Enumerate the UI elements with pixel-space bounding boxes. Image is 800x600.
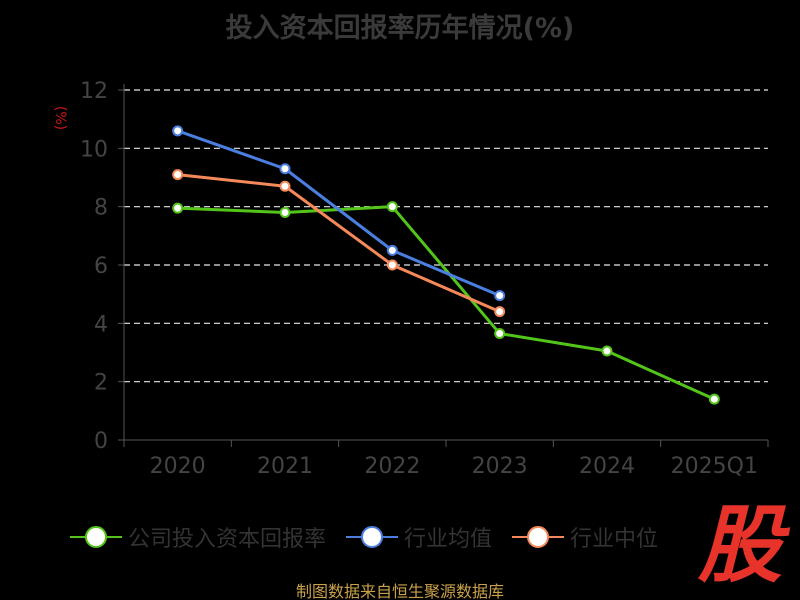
legend-item-industry-median[interactable]: 行业中位 bbox=[512, 521, 658, 553]
legend-swatch bbox=[512, 525, 565, 549]
chart-title: 投入资本回报率历年情况(%) bbox=[225, 13, 575, 44]
x-tick-label: 2021 bbox=[257, 454, 313, 479]
data-point-2 bbox=[172, 169, 184, 181]
data-point-0 bbox=[279, 207, 291, 218]
data-point-2 bbox=[386, 259, 398, 271]
data-point-1 bbox=[279, 163, 291, 175]
data-source-note: 制图数据来自恒生聚源数据库 bbox=[295, 582, 504, 600]
legend-item-industry-avg[interactable]: 行业均值 bbox=[346, 521, 492, 553]
legend-swatch bbox=[70, 525, 122, 549]
series-line-1 bbox=[177, 129, 501, 298]
data-point-2 bbox=[494, 306, 506, 318]
legend: 公司投入资本回报率 行业均值 行业中位 bbox=[70, 520, 678, 554]
data-point-0 bbox=[172, 202, 184, 214]
data-point-0 bbox=[494, 328, 506, 340]
data-point-0 bbox=[386, 201, 398, 213]
y-tick-label: 8 bbox=[94, 196, 108, 221]
y-tick-label: 2 bbox=[94, 371, 108, 396]
data-point-1 bbox=[172, 125, 184, 137]
series-line-2 bbox=[177, 173, 501, 314]
x-tick-label: 2024 bbox=[579, 454, 635, 479]
data-point-1 bbox=[386, 244, 398, 256]
data-point-0 bbox=[708, 393, 720, 405]
brand-logo: 股 bbox=[697, 496, 782, 594]
data-point-2 bbox=[279, 180, 291, 192]
legend-label: 行业中位 bbox=[570, 527, 659, 552]
legend-label: 行业均值 bbox=[404, 527, 493, 552]
y-tick-label: 0 bbox=[94, 429, 108, 454]
x-tick-label: 2025Q1 bbox=[671, 454, 758, 479]
data-point-1 bbox=[494, 290, 506, 302]
x-tick-label: 2020 bbox=[150, 454, 206, 479]
legend-item-company[interactable]: 公司投入资本回报率 bbox=[70, 521, 326, 553]
data-point-0 bbox=[601, 345, 613, 357]
y-tick-label: 4 bbox=[94, 312, 108, 337]
y-tick-label: 12 bbox=[80, 79, 108, 104]
series-line-0 bbox=[177, 205, 715, 401]
y-tick-label: 6 bbox=[94, 254, 108, 279]
y-tick-label: 10 bbox=[80, 137, 108, 162]
legend-label: 公司投入资本回报率 bbox=[128, 527, 327, 552]
legend-swatch bbox=[346, 525, 399, 549]
x-tick-label: 2023 bbox=[472, 454, 528, 479]
x-tick-label: 2022 bbox=[364, 454, 420, 479]
